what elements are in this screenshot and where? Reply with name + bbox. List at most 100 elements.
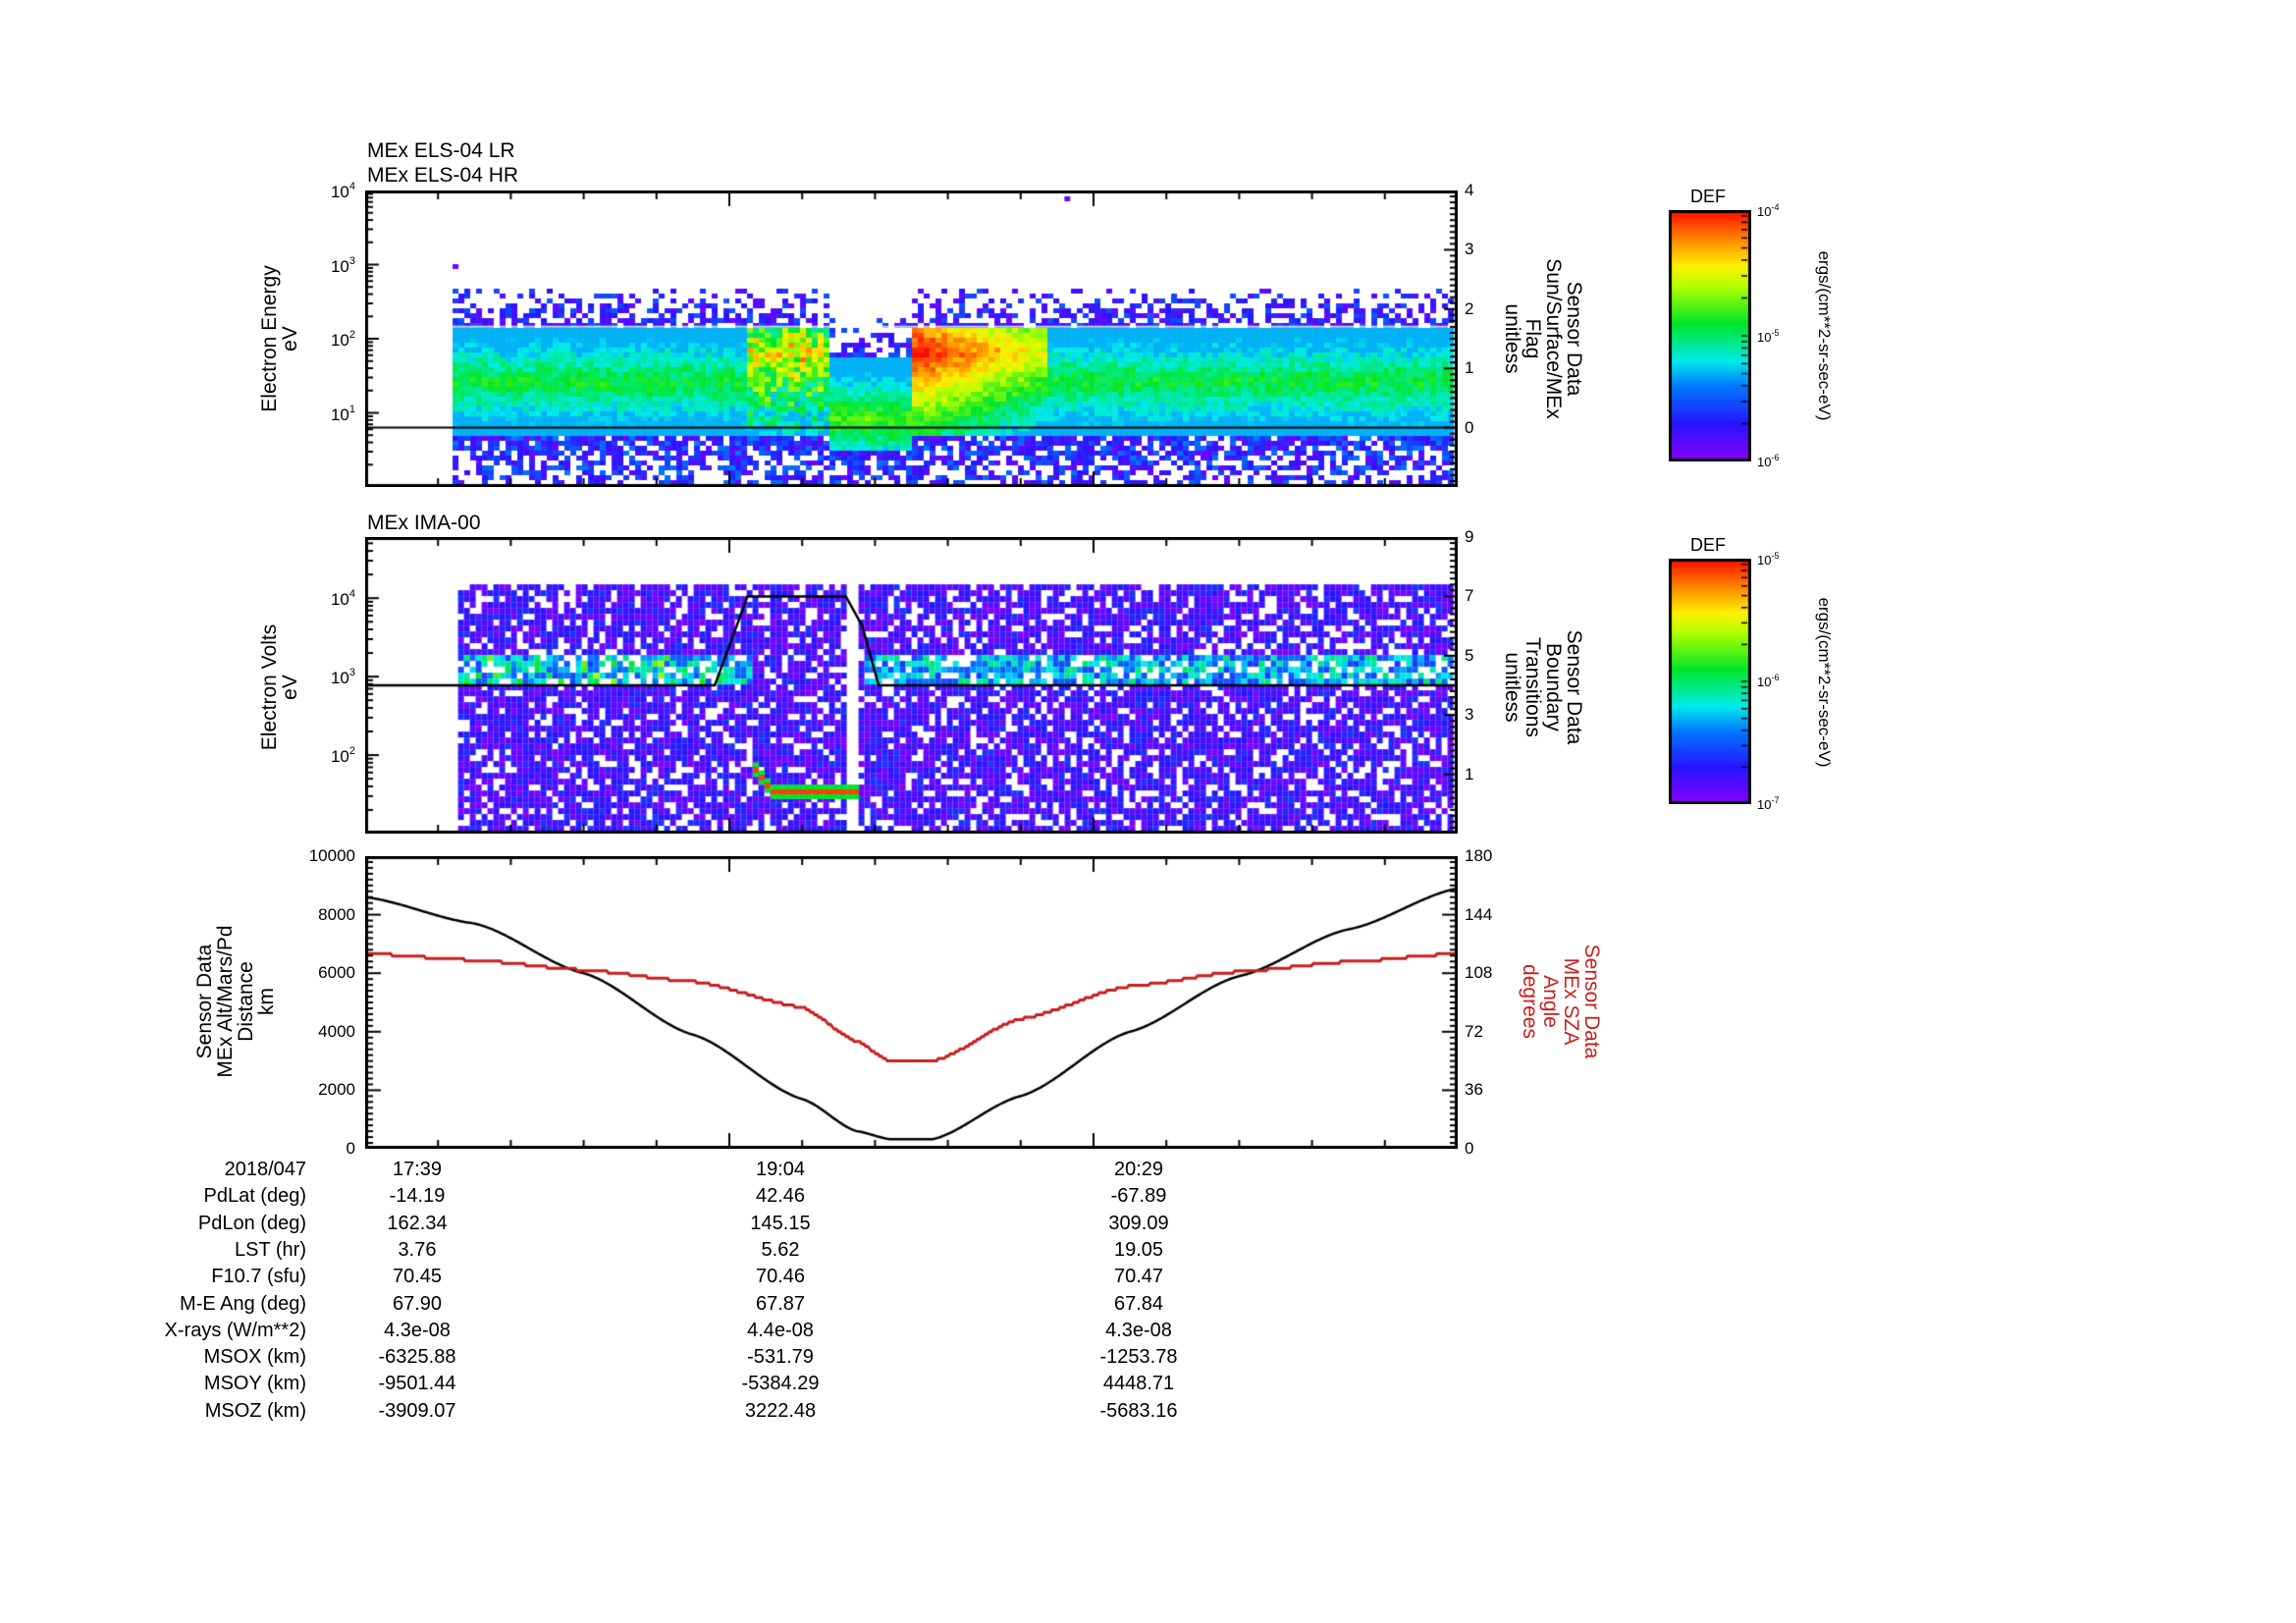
ephemeris-value: -5384.29 [741,1373,820,1395]
panel3-y2tick: 36 [1465,1080,1483,1100]
panel1-ylabel: Electron Energy eV [258,265,301,411]
panel3-ytick: 4000 [318,1021,355,1041]
ephemeris-value: 70.45 [392,1266,443,1288]
ephemeris-row-label: MSOZ (km) [204,1399,306,1422]
panel3-ytick: 2000 [318,1080,355,1100]
panel2-ylabel: Electron Volts eV [258,623,301,751]
colorbar2-max: 10-5 [1757,551,1780,568]
ephemeris-value: 42.46 [755,1185,806,1208]
panel3-ytick: 8000 [318,904,355,924]
colorbar2-title: DEF [1690,535,1726,555]
panel3-y2tick: 180 [1465,846,1493,865]
panel2-y2label-line4: unitless [1501,652,1523,723]
panel1-y2label-line1: Sensor Data [1563,281,1585,397]
ephemeris-value: 162.34 [387,1212,448,1234]
panel3-y2tick: 108 [1465,963,1493,983]
colorbar1 [1669,210,1751,461]
panel3-y2label-line2: MEx SZA [1560,957,1582,1046]
panel2-ylabel-line2: eV [279,675,301,700]
els-spectrogram [365,190,1458,487]
panel1-y2label-line4: unitless [1501,303,1523,374]
panel2-y2label-line3: Transitions [1522,637,1544,737]
ephemeris-value: -3909.07 [378,1399,456,1422]
colorbar1-title: DEF [1690,187,1726,206]
ephemeris-row-label: MSOY (km) [203,1373,306,1395]
panel1-ylabel-line2: eV [279,326,301,352]
ephemeris-value: 4.3e-08 [384,1319,451,1341]
panel1-y2tick: 2 [1465,298,1474,318]
ephemeris-time: 19:04 [755,1159,806,1180]
colorbar1-min: 10-6 [1757,453,1780,469]
panel1-ytick: 104 [330,181,355,201]
ephemeris-row-label: F10.7 (sfu) [211,1266,306,1288]
ephemeris-value: 67.90 [392,1292,443,1315]
ephemeris-value: -14.19 [389,1185,446,1208]
panel1-y2tick: 4 [1465,181,1474,199]
panel1-ytick: 103 [330,254,355,276]
panel3-y2label-line4: degrees [1519,964,1541,1039]
colorbar1-mid: 10-5 [1757,328,1780,345]
ephemeris-value: 19.05 [1113,1238,1164,1261]
colorbar2-unit: ergs/(cm**2-sr-sec-eV) [1815,597,1834,768]
ephemeris-value: 4448.71 [1102,1373,1175,1395]
panel3-y2tick: 144 [1465,904,1493,924]
panel2-ytick: 102 [330,745,355,767]
ephemeris-value: 4.4e-08 [747,1319,814,1341]
panel3-y2label-line1: Sensor Data [1580,944,1603,1059]
ephemeris-value: -67.89 [1110,1185,1167,1208]
ephemeris-value: -531.79 [747,1346,814,1369]
panel3-ylabel-line4: km [255,988,278,1016]
panel2-y2label: Sensor Data Boundary Transitions unitles… [1501,629,1585,745]
altitude-sza-lineplot [365,856,1458,1149]
ephemeris-value: 67.84 [1113,1292,1164,1315]
panel3-y2tick: 72 [1465,1021,1483,1041]
panel2-y2label-line1: Sensor Data [1563,629,1585,745]
ephemeris-time: 17:39 [392,1159,443,1180]
panel2-ylabel-line1: Electron Volts [258,623,281,751]
ephemeris-value: 70.46 [755,1266,806,1288]
ephemeris-value: 145.15 [750,1212,811,1234]
panel1-y2label-line2: Sun/Surface/MEx [1542,258,1565,419]
panel2-y2tick: 7 [1465,586,1474,606]
ephemeris-value: -9501.44 [378,1373,456,1395]
panel3-ylabel-line2: MEx Alt/Mars/Pd [214,925,237,1078]
panel2-y2label-line2: Boundary [1542,643,1565,731]
panel2-y2tick: 3 [1465,705,1474,725]
panel3-y2tick: 0 [1465,1139,1474,1158]
ephemeris-value: 4.3e-08 [1105,1319,1172,1341]
ephemeris-row-label: M-E Ang (deg) [180,1292,306,1315]
ephemeris-value: -1253.78 [1099,1346,1178,1369]
ima-spectrogram [365,537,1458,834]
ephemeris-value: 3222.48 [744,1399,817,1422]
ephemeris-value: -6325.88 [378,1346,456,1369]
ephemeris-row-label: PdLon (deg) [197,1212,306,1234]
ephemeris-time: 20:29 [1113,1159,1164,1180]
panel3-ytick: 0 [346,1139,355,1158]
panel3-ylabel: Sensor Data MEx Alt/Mars/Pd Distance km [193,925,278,1078]
colorbar1-max: 10-4 [1757,202,1780,219]
panel2-y2tick: 1 [1465,764,1474,784]
ephemeris-date: 2018/047 [224,1159,306,1180]
panel1-ytick: 102 [330,329,355,350]
panel3-y2label-line3: Angle [1539,975,1562,1028]
panel2-y2tick: 5 [1465,645,1474,665]
panel2-title: MEx IMA-00 [367,512,481,534]
panel3-ytick: 6000 [318,963,355,983]
panel3-ytick: 10000 [308,846,355,865]
ephemeris-value: 67.87 [755,1292,806,1315]
panel1-ytick: 101 [330,403,355,424]
panel1-title-lr: MEx ELS-04 LR [367,139,515,162]
panel1-y2tick: 3 [1465,240,1474,259]
ephemeris-value: -5683.16 [1099,1399,1178,1422]
ephemeris-row-label: X-rays (W/m**2) [164,1319,306,1341]
panel3-y2label: Sensor Data MEx SZA Angle degrees [1519,944,1603,1059]
ephemeris-value: 309.09 [1108,1212,1169,1234]
panel3-ylabel-line3: Distance [235,961,257,1042]
ephemeris-row-label: LST (hr) [235,1238,306,1261]
ephemeris-row-label: MSOX (km) [203,1346,306,1369]
ephemeris-value: 3.76 [398,1238,437,1261]
panel1-y2tick: 1 [1465,358,1474,378]
panel2-y2tick: 9 [1465,527,1474,546]
panel1-y2tick: 0 [1465,417,1474,437]
panel3-ylabel-line1: Sensor Data [193,944,216,1059]
